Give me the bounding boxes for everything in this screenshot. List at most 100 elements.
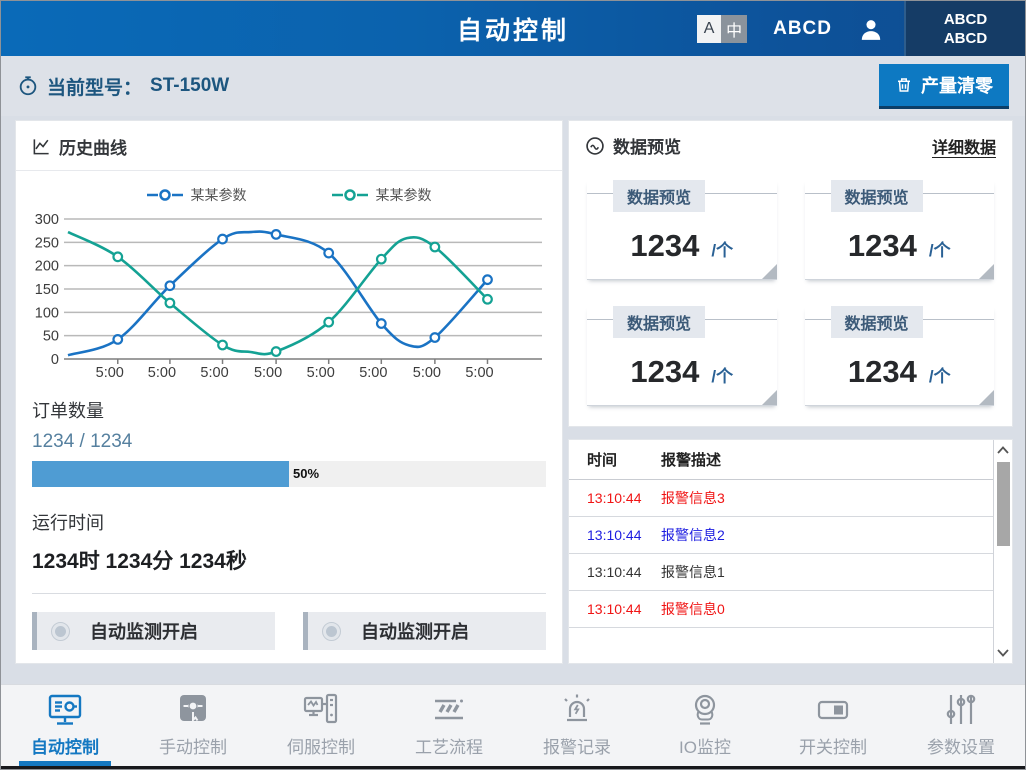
nav-label: 伺服控制 xyxy=(287,738,355,757)
svg-text:5:00: 5:00 xyxy=(200,365,228,381)
corner-fold-icon xyxy=(761,264,777,279)
data-preview-panel: 数据预览 详细数据 数据预览 1234/个 数据预览 1234/个 xyxy=(568,120,1013,427)
data-preview-title: 数据预览 xyxy=(613,138,681,157)
corner-account-block[interactable]: ABCD ABCD xyxy=(904,1,1025,56)
scroll-down-icon[interactable] xyxy=(994,643,1012,663)
stat-card-2-label: 数据预览 xyxy=(830,180,923,212)
nav-tab-servo-control[interactable]: 伺服控制 xyxy=(257,685,385,766)
radio-indicator-icon xyxy=(51,621,70,641)
nav-tab-process-flow[interactable]: 工艺流程 xyxy=(385,685,513,766)
corner-fold-icon xyxy=(761,390,777,405)
stat-card-2: 数据预览 1234/个 xyxy=(804,180,994,280)
corner-line2: ABCD xyxy=(943,29,988,47)
alarm-time: 13:10:44 xyxy=(587,601,642,617)
order-quantity-label: 订单数量 xyxy=(32,401,104,421)
nav-tab-switch-control[interactable]: 开关控制 xyxy=(769,685,897,766)
runtime-label: 运行时间 xyxy=(32,513,104,533)
alarm-desc: 报警信息1 xyxy=(661,564,725,580)
nav-label: 报警记录 xyxy=(543,738,611,757)
page-title: 自动控制 xyxy=(456,16,570,45)
radio-indicator-icon xyxy=(322,621,341,641)
account-label: ABCD xyxy=(773,17,832,39)
stat-card-1-label: 数据预览 xyxy=(613,180,706,212)
user-icon[interactable] xyxy=(858,16,884,42)
right-column: 数据预览 详细数据 数据预览 1234/个 数据预览 1234/个 xyxy=(568,120,1013,664)
stat-card-4-unit: /个 xyxy=(928,367,951,386)
nav-label: 手动控制 xyxy=(159,738,227,757)
stat-card-3-value: 1234 xyxy=(630,354,700,389)
alarm-row[interactable]: 13:10:44 报警信息3 xyxy=(569,480,993,517)
stat-card-grid: 数据预览 1234/个 数据预览 1234/个 数据预览 1234/个 xyxy=(585,180,996,406)
svg-text:150: 150 xyxy=(35,282,59,298)
stat-card-1: 数据预览 1234/个 xyxy=(587,180,777,280)
servo-monitor-icon xyxy=(302,693,340,727)
stopwatch-icon xyxy=(17,75,39,97)
svg-text:300: 300 xyxy=(35,212,59,228)
stat-card-3-unit: /个 xyxy=(711,367,734,386)
history-panel-title: 历史曲线 xyxy=(59,139,127,158)
nav-label: 参数设置 xyxy=(927,738,995,757)
alarm-desc: 报警信息2 xyxy=(661,527,725,543)
nav-tab-manual-control[interactable]: 手动控制 xyxy=(129,685,257,766)
stat-card-3: 数据预览 1234/个 xyxy=(587,306,777,406)
trash-icon xyxy=(895,76,913,94)
svg-text:100: 100 xyxy=(35,305,59,321)
order-progress-bar: 50% xyxy=(32,461,546,487)
stat-card-3-label: 数据预览 xyxy=(613,306,706,338)
nav-tab-param-settings[interactable]: 参数设置 xyxy=(897,685,1025,766)
model-value: ST-150W xyxy=(150,75,230,96)
auto-monitor-label-2: 自动监测开启 xyxy=(361,622,469,642)
runtime-value: 1234时 1234分 1234秒 xyxy=(32,550,247,573)
detail-data-link[interactable]: 详细数据 xyxy=(931,139,996,157)
alarm-desc: 报警信息3 xyxy=(661,490,725,506)
alarm-row[interactable]: 13:10:44 报警信息1 xyxy=(569,554,993,591)
divider xyxy=(32,593,546,594)
language-toggle[interactable]: A 中 xyxy=(697,14,748,43)
alarm-scrollbar[interactable] xyxy=(993,440,1012,663)
alarm-time: 13:10:44 xyxy=(587,490,642,506)
webcam-icon xyxy=(686,693,724,727)
history-line-chart: 0 50 100 150 200 250 300 5:00 5:00 5:00 5:00 5:00 5:… xyxy=(16,209,562,383)
alarm-table: 时间 报警描述 13:10:44 报警信息3 13:10:44 报警信息2 13… xyxy=(569,440,993,663)
nav-tab-auto-control[interactable]: 自动控制 xyxy=(1,685,129,766)
nav-tab-alarm-record[interactable]: 报警记录 xyxy=(513,685,641,766)
corner-line1: ABCD xyxy=(943,10,988,28)
auto-monitor-label-1: 自动监测开启 xyxy=(90,622,198,642)
stat-card-1-unit: /个 xyxy=(711,241,734,260)
lang-cn-option[interactable]: 中 xyxy=(721,14,748,43)
alarm-table-header: 时间 报警描述 xyxy=(569,440,993,480)
scroll-up-icon[interactable] xyxy=(994,440,1012,460)
stat-card-4: 数据预览 1234/个 xyxy=(804,306,994,406)
sliders-icon xyxy=(943,693,979,727)
stat-card-1-value: 1234 xyxy=(630,228,700,263)
production-reset-button[interactable]: 产量清零 xyxy=(879,63,1009,109)
model-label: 当前型号： xyxy=(47,77,143,99)
svg-text:5:00: 5:00 xyxy=(254,365,282,381)
alarm-row[interactable]: 13:10:44 报警信息0 xyxy=(569,591,993,628)
svg-text:200: 200 xyxy=(35,259,59,275)
nav-label: 自动控制 xyxy=(31,738,99,757)
stat-card-4-label: 数据预览 xyxy=(830,306,923,338)
reset-button-label: 产量清零 xyxy=(921,75,993,96)
monitor-screen-icon xyxy=(46,693,84,727)
alarm-row[interactable]: 13:10:44 报警信息2 xyxy=(569,517,993,554)
corner-fold-icon xyxy=(979,264,994,279)
nav-label: 工艺流程 xyxy=(415,738,483,757)
auto-monitor-button-1[interactable]: 自动监测开启 xyxy=(32,612,275,650)
alarm-desc: 报警信息0 xyxy=(661,601,725,617)
current-model: 当前型号： ST-150W xyxy=(17,73,229,100)
lang-en-option[interactable]: A xyxy=(697,14,722,43)
model-toolbar: 当前型号： ST-150W 产量清零 xyxy=(1,56,1025,116)
data-preview-header: 数据预览 xyxy=(585,133,932,158)
auto-monitor-button-2[interactable]: 自动监测开启 xyxy=(303,612,546,650)
svg-text:50: 50 xyxy=(43,329,59,345)
nav-tab-io-monitor[interactable]: IO监控 xyxy=(641,685,769,766)
chart-legend: 某某参数 某某参数 xyxy=(16,171,562,209)
svg-text:5:00: 5:00 xyxy=(465,365,493,381)
svg-text:250: 250 xyxy=(35,235,59,251)
svg-text:0: 0 xyxy=(51,352,59,368)
scrollbar-thumb[interactable] xyxy=(996,462,1010,546)
pulse-circle-icon xyxy=(585,136,605,156)
legend-marker-series1 xyxy=(146,189,183,201)
